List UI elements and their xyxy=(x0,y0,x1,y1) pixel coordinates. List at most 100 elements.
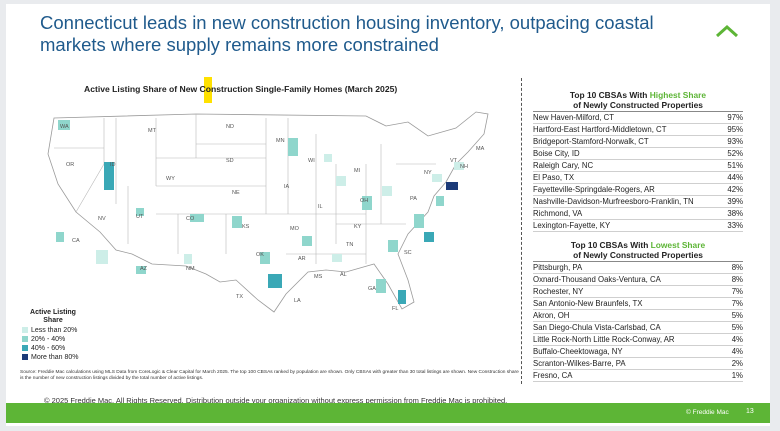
state-label: NH xyxy=(460,164,468,170)
cbsa-name: San Antonio-New Braunfels, TX xyxy=(533,299,643,308)
table-row: Fresno, CA 1% xyxy=(533,370,743,382)
us-cbsa-map: WA MT ND MN OR ID SD WI NY VT NH MA WY M… xyxy=(47,111,489,313)
state-label: MN xyxy=(276,138,285,144)
cbsa-name: Fresno, CA xyxy=(533,371,573,380)
state-label: LA xyxy=(294,298,301,304)
cbsa-pct: 8% xyxy=(731,263,743,272)
copyright: © 2025 Freddie Mac. All Rights Reserved.… xyxy=(44,396,508,405)
cbsa-pct: 44% xyxy=(727,173,743,182)
freddie-mac-roof-icon xyxy=(715,24,739,38)
state-label: NM xyxy=(186,266,195,272)
table-row: Bridgeport-Stamford-Norwalk, CT 93% xyxy=(533,136,743,148)
highlight-marker xyxy=(204,77,212,103)
cbsa-pct: 2% xyxy=(731,359,743,368)
map-title-text: Active Listing Share of New Construction… xyxy=(84,84,398,94)
highest-title-emph: Highest Share xyxy=(649,90,707,100)
cbsa-name: Little Rock-North Little Rock-Conway, AR xyxy=(533,335,675,344)
state-label: PA xyxy=(410,196,417,202)
table-row: Buffalo-Cheektowaga, NY 4% xyxy=(533,346,743,358)
cbsa-name: Buffalo-Cheektowaga, NY xyxy=(533,347,623,356)
cbsa-name: Bridgeport-Stamford-Norwalk, CT xyxy=(533,137,649,146)
state-label: KS xyxy=(242,224,250,230)
lowest-share-table: Top 10 CBSAs With Lowest Share of Newly … xyxy=(533,240,743,382)
state-label: MI xyxy=(354,168,361,174)
cbsa-region xyxy=(376,279,386,293)
cbsa-pct: 42% xyxy=(727,185,743,194)
table-row: Oxnard-Thousand Oaks-Ventura, CA 8% xyxy=(533,274,743,286)
table-row: Akron, OH 5% xyxy=(533,310,743,322)
cbsa-pct: 4% xyxy=(731,335,743,344)
legend-label: Less than 20% xyxy=(31,326,78,334)
state-label: OH xyxy=(360,198,368,204)
table-row: New Haven-Milford, CT 97% xyxy=(533,112,743,124)
table-row: Pittsburgh, PA 8% xyxy=(533,262,743,274)
highest-title: Top 10 CBSAs With xyxy=(569,90,648,100)
highest-subtitle: of Newly Constructed Properties xyxy=(573,100,703,110)
cbsa-region xyxy=(104,162,114,190)
cbsa-pct: 8% xyxy=(731,275,743,284)
page-number: 13 xyxy=(746,408,754,415)
state-label: OK xyxy=(256,252,264,258)
legend-label: 20% - 40% xyxy=(31,335,66,343)
cbsa-name: Hartford-East Hartford-Middletown, CT xyxy=(533,125,667,134)
map-title: Active Listing Share of New Construction… xyxy=(84,84,397,94)
state-label: NY xyxy=(424,170,432,176)
state-label: OR xyxy=(66,162,74,168)
table-row: Fayetteville-Springdale-Rogers, AR 42% xyxy=(533,184,743,196)
cbsa-region xyxy=(454,162,464,170)
state-label: MA xyxy=(476,146,485,152)
state-label: MO xyxy=(290,226,300,232)
state-label: VT xyxy=(450,158,458,164)
cbsa-pct: 93% xyxy=(727,137,743,146)
cbsa-region xyxy=(388,240,398,252)
cbsa-pct: 4% xyxy=(731,347,743,356)
state-label: KY xyxy=(354,224,362,230)
lowest-share-header: Top 10 CBSAs With Lowest Share of Newly … xyxy=(533,240,743,262)
state-label: IL xyxy=(318,204,323,210)
cbsa-region xyxy=(332,254,342,262)
cbsa-name: Oxnard-Thousand Oaks-Ventura, CA xyxy=(533,275,661,284)
state-label: MT xyxy=(148,128,157,134)
highest-share-header: Top 10 CBSAs With Highest Share of Newly… xyxy=(533,90,743,112)
cbsa-pct: 7% xyxy=(731,299,743,308)
state-label: AL xyxy=(340,272,347,278)
cbsa-region xyxy=(268,274,282,288)
cbsa-region xyxy=(424,232,434,242)
cbsa-region xyxy=(96,250,108,264)
state-label: SC xyxy=(404,250,412,256)
cbsa-name: Raleigh Cary, NC xyxy=(533,161,594,170)
cbsa-region xyxy=(58,120,70,130)
cbsa-name: Boise City, ID xyxy=(533,149,580,158)
cbsa-pct: 7% xyxy=(731,287,743,296)
cbsa-region xyxy=(382,186,392,196)
cbsa-pct: 1% xyxy=(731,371,743,380)
cbsa-name: Scranton-Wilkes-Barre, PA xyxy=(533,359,626,368)
state-label: ND xyxy=(226,124,234,130)
table-row: Nashville-Davidson-Murfreesboro-Franklin… xyxy=(533,196,743,208)
cbsa-region xyxy=(260,252,270,264)
table-row: Lexington-Fayette, KY 33% xyxy=(533,220,743,232)
cbsa-region xyxy=(336,176,346,186)
state-label: GA xyxy=(368,286,376,292)
state-label: CO xyxy=(186,216,195,222)
legend-item: 20% - 40% xyxy=(22,335,84,343)
cbsa-region xyxy=(288,138,298,156)
state-label: TX xyxy=(236,294,243,300)
cbsa-pct: 39% xyxy=(727,197,743,206)
state-label: ID xyxy=(110,162,116,168)
table-row: El Paso, TX 44% xyxy=(533,172,743,184)
cbsa-pct: 5% xyxy=(731,311,743,320)
cbsa-name: Richmond, VA xyxy=(533,209,583,218)
cbsa-pct: 51% xyxy=(727,161,743,170)
source-note: Source: Freddie Mac calculations using M… xyxy=(20,370,519,381)
legend-label: 40% - 60% xyxy=(31,344,66,352)
cbsa-name: San Diego-Chula Vista-Carlsbad, CA xyxy=(533,323,661,332)
legend-item: More than 80% xyxy=(22,353,84,361)
cbsa-name: Nashville-Davidson-Murfreesboro-Franklin… xyxy=(533,197,694,206)
lowest-subtitle: of Newly Constructed Properties xyxy=(573,250,703,260)
cbsa-name: New Haven-Milford, CT xyxy=(533,113,615,122)
cbsa-region xyxy=(398,290,406,304)
table-row: Richmond, VA 38% xyxy=(533,208,743,220)
legend-swatch xyxy=(22,345,28,351)
legend-item: 40% - 60% xyxy=(22,344,84,352)
